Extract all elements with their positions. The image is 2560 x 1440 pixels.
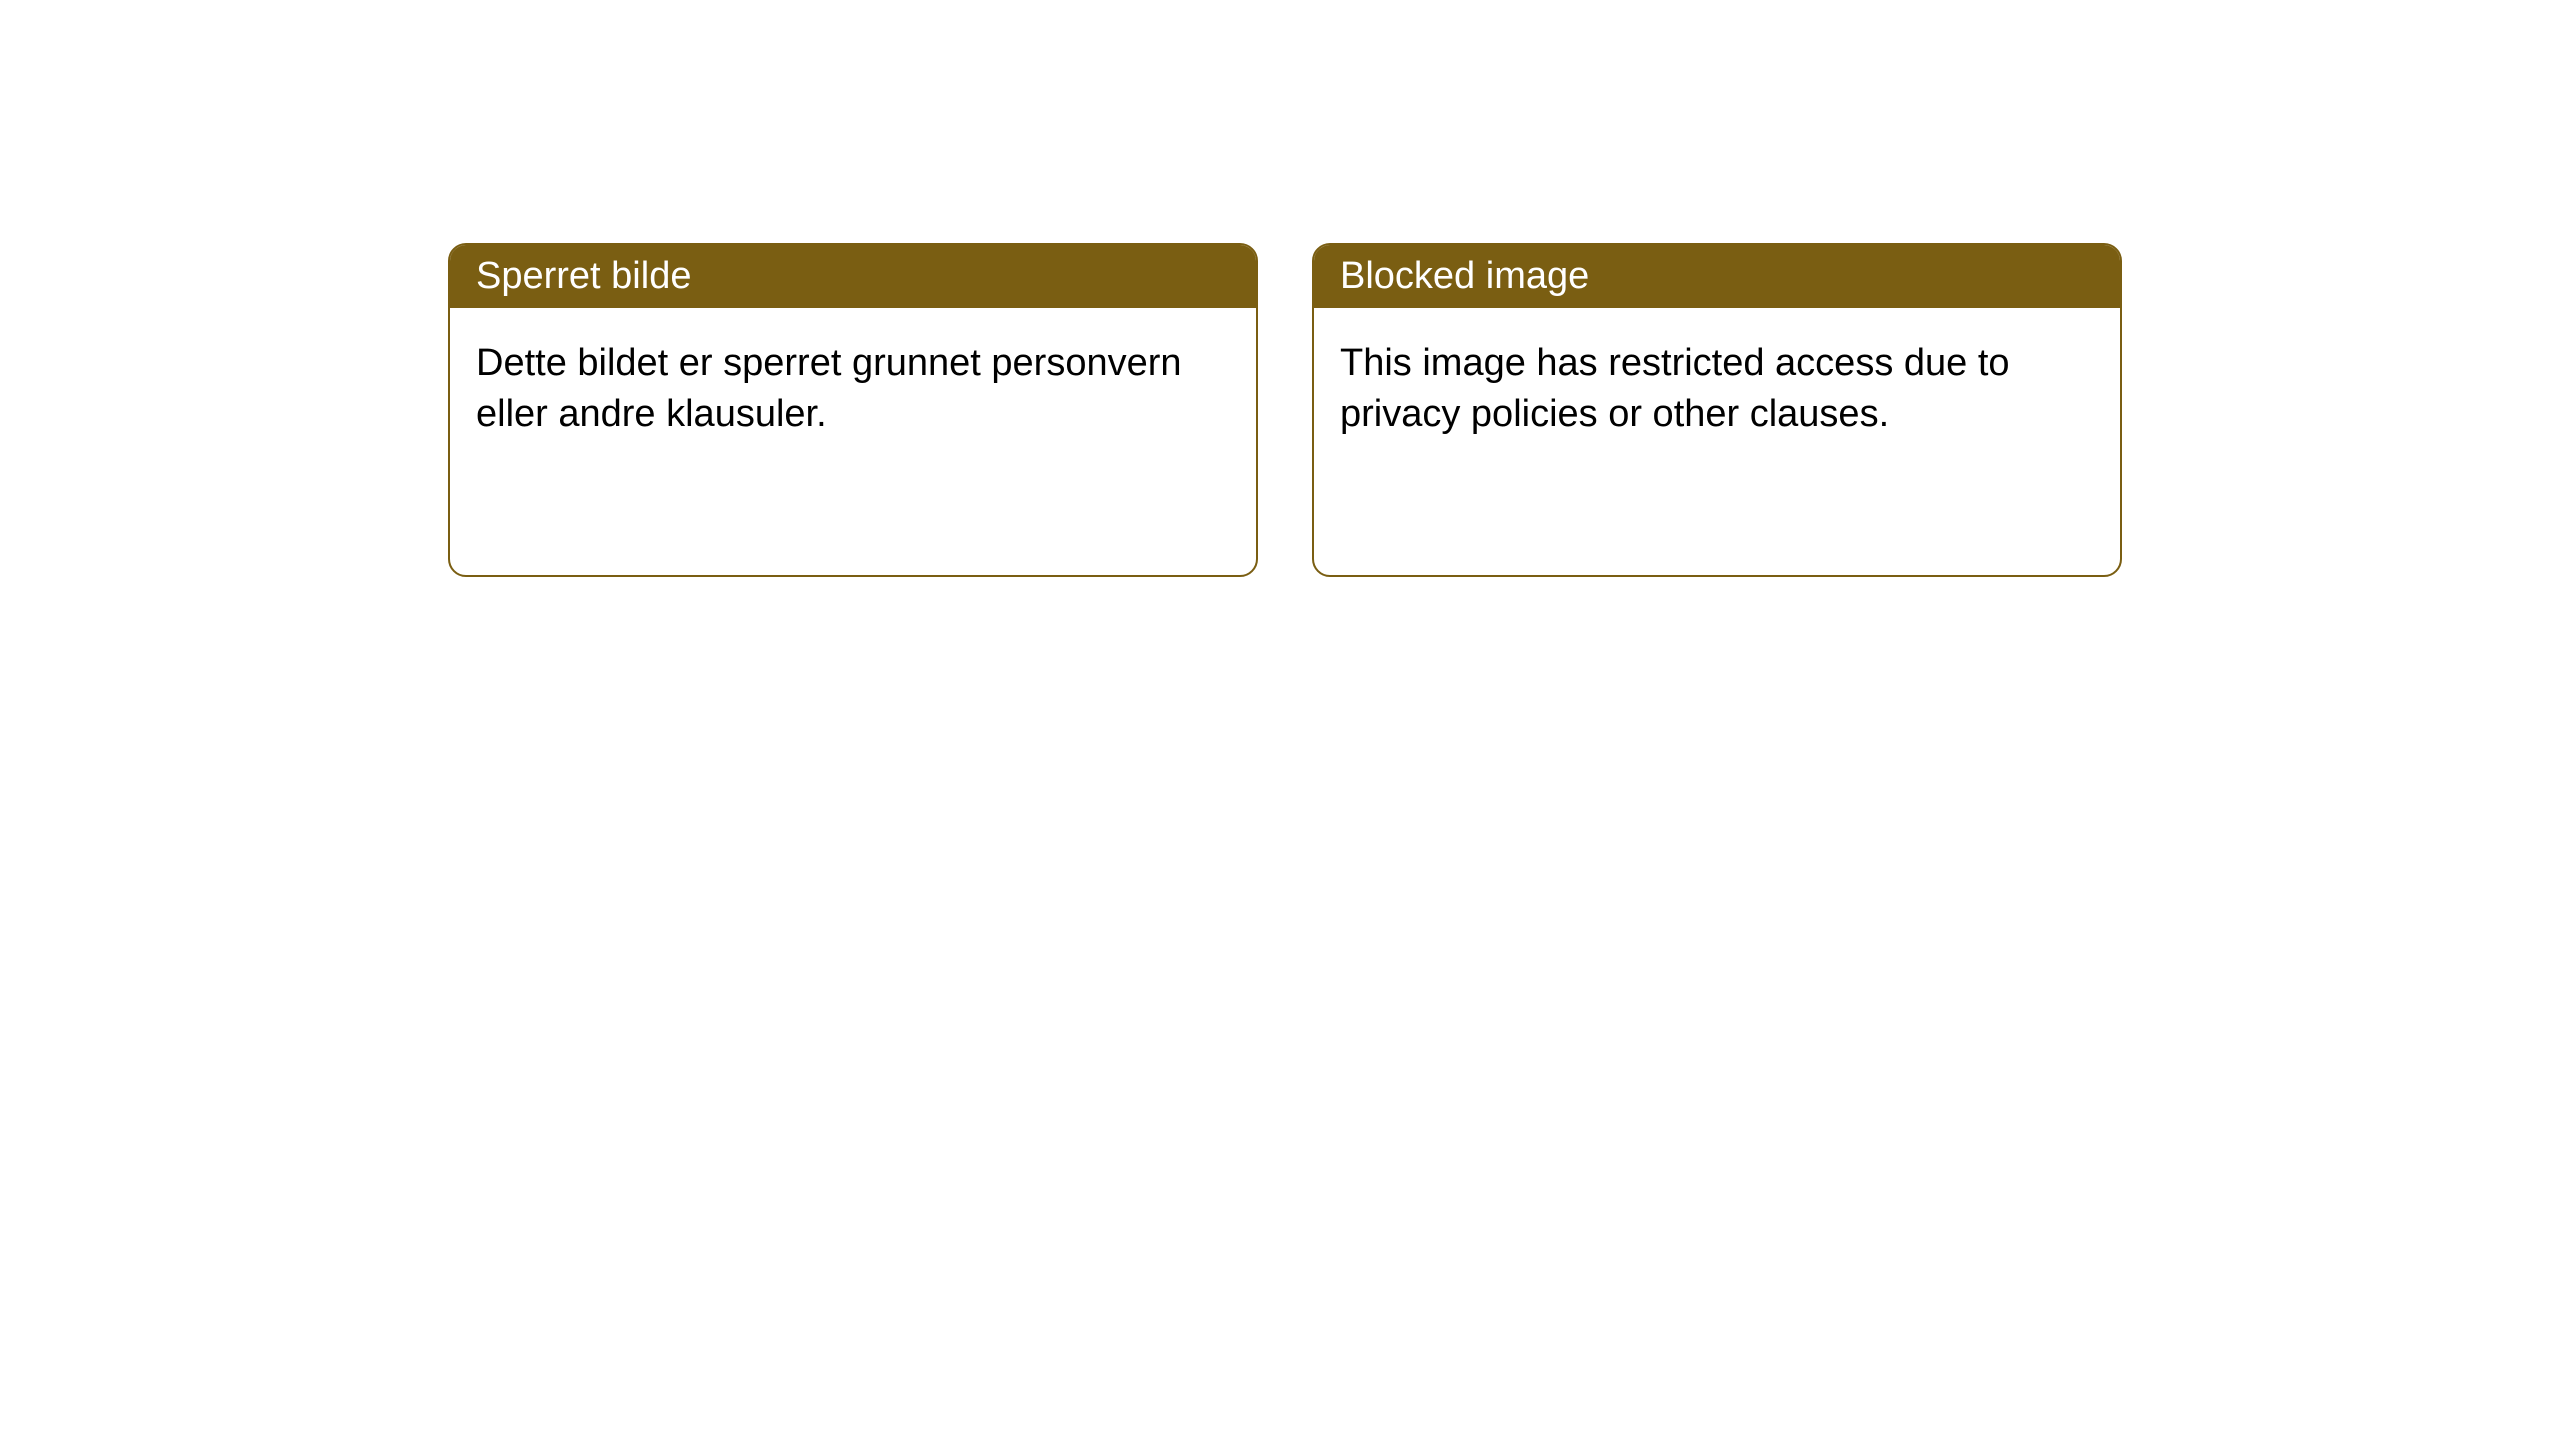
notice-card-norwegian: Sperret bilde Dette bildet er sperret gr…: [448, 243, 1258, 577]
notice-container: Sperret bilde Dette bildet er sperret gr…: [0, 0, 2560, 577]
notice-title-english: Blocked image: [1314, 245, 2120, 308]
notice-title-norwegian: Sperret bilde: [450, 245, 1256, 308]
notice-card-english: Blocked image This image has restricted …: [1312, 243, 2122, 577]
notice-body-english: This image has restricted access due to …: [1314, 308, 2120, 471]
notice-body-norwegian: Dette bildet er sperret grunnet personve…: [450, 308, 1256, 471]
